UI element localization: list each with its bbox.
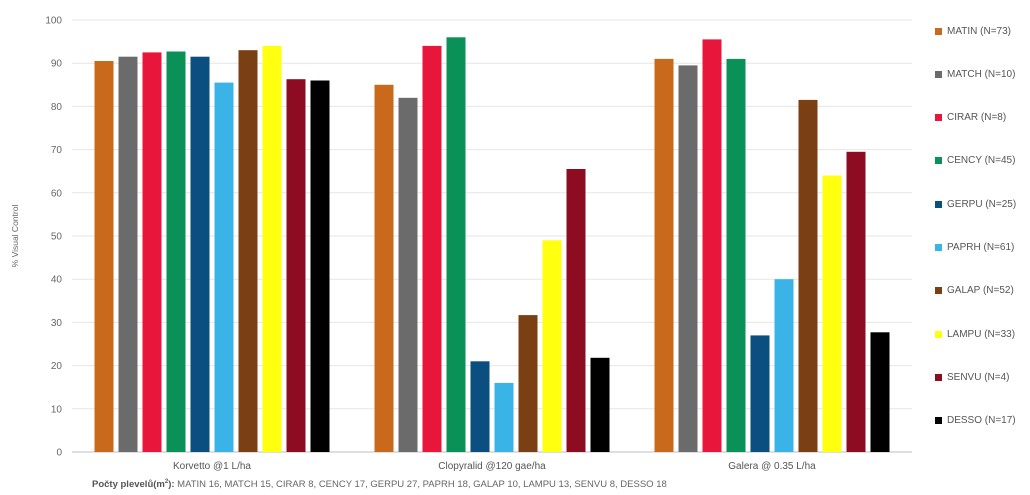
bar	[286, 79, 306, 452]
legend-swatch	[935, 330, 942, 338]
y-tick-label: 70	[51, 145, 63, 156]
bar	[422, 45, 442, 453]
bar	[774, 279, 794, 452]
legend-item: PAPRH (N=61)	[935, 241, 1014, 255]
legend-swatch	[935, 70, 942, 78]
bar	[310, 80, 330, 452]
x-axis-categories: Korvetto @1 L/ha Clopyralid @120 gae/ha Ga…	[173, 461, 816, 472]
legend-swatch	[935, 287, 942, 295]
legend-swatch	[935, 200, 942, 208]
bar	[190, 56, 210, 452]
y-tick-label: 80	[51, 102, 63, 113]
legend-item: CENCY (N=45)	[935, 154, 1015, 168]
bar	[822, 175, 842, 452]
y-tick-label: 90	[51, 59, 63, 70]
bar	[798, 99, 818, 453]
bar	[94, 61, 114, 452]
y-tick-label: 100	[45, 16, 62, 27]
legend-item: MATIN (N=73)	[935, 24, 1011, 38]
legend-swatch	[935, 114, 942, 122]
legend-swatch	[935, 417, 942, 425]
legend-item: GERPU (N=25)	[935, 197, 1016, 211]
legend-label: LAMPU (N=33)	[947, 328, 1016, 340]
y-tick-label: 20	[51, 361, 63, 372]
legend-swatch	[935, 373, 942, 381]
legend-label: MATIN (N=73)	[947, 25, 1011, 37]
bar	[750, 335, 770, 452]
bar	[846, 151, 866, 453]
y-tick-label: 60	[51, 188, 63, 199]
legend-label: CENCY (N=45)	[947, 155, 1016, 167]
bar	[702, 39, 722, 453]
bar	[118, 56, 138, 452]
bar	[870, 332, 890, 452]
legend-label: MATCH (N=10)	[947, 68, 1016, 80]
y-tick-label: 30	[51, 318, 63, 329]
bars	[94, 37, 890, 453]
legend-item: GALAP (N=52)	[935, 284, 1014, 298]
footnote-text: MATIN 16, MATCH 15, CIRAR 8, CENCY 17, G…	[174, 479, 667, 491]
x-category-label: Clopyralid @120 gae/ha	[438, 461, 546, 472]
legend-label: PAPRH (N=61)	[947, 242, 1015, 253]
grid-lines	[72, 19, 912, 453]
legend-item: LAMPU (N=33)	[935, 327, 1015, 341]
legend-swatch	[935, 157, 942, 165]
y-tick-label: 0	[56, 448, 62, 459]
y-tick-label: 40	[51, 275, 63, 286]
bar	[590, 357, 610, 452]
legend-item: CIRAR (N=8)	[935, 111, 1006, 125]
legend-label: SENVU (N=4)	[947, 371, 1010, 383]
legend-label: DESSO (N=17)	[947, 415, 1016, 427]
y-tick-label: 10	[51, 404, 63, 415]
legend-item: MATCH (N=10)	[935, 67, 1015, 81]
legend-label: GERPU (N=25)	[947, 198, 1017, 210]
y-tick-label: 50	[51, 232, 63, 243]
bar	[726, 58, 746, 453]
bar	[542, 240, 562, 452]
bar	[654, 58, 674, 453]
bar	[262, 45, 282, 453]
legend-swatch	[935, 244, 942, 251]
bar	[398, 97, 418, 453]
y-axis-label: % Visual Control	[10, 205, 20, 268]
footnote: Počty plevelů(m2): MATIN 16, MATCH 15, C…	[92, 479, 667, 490]
bar	[494, 382, 514, 452]
bar	[214, 82, 234, 452]
x-category-label: Galera @ 0.35 L/ha	[728, 461, 816, 472]
footnote-label: Počty plevelů(m2):	[92, 479, 175, 491]
legend-label: CIRAR (N=8)	[947, 112, 1007, 124]
legend-swatch	[935, 27, 942, 35]
bar	[678, 65, 698, 453]
bar	[446, 37, 466, 453]
bar	[518, 315, 538, 452]
bar	[374, 84, 394, 453]
legend-label: GALAP (N=52)	[947, 285, 1014, 297]
bar	[470, 361, 490, 452]
bar	[166, 51, 186, 452]
bar	[238, 50, 258, 452]
bar	[566, 169, 586, 452]
bar	[142, 52, 162, 453]
legend-item: SENVU (N=4)	[935, 370, 1010, 384]
legend-item: DESSO (N=17)	[935, 414, 1016, 428]
y-axis-ticks: 0 10 20 30 40 50 60 70 80 90 100	[45, 16, 62, 459]
x-category-label: Korvetto @1 L/ha	[173, 461, 251, 472]
